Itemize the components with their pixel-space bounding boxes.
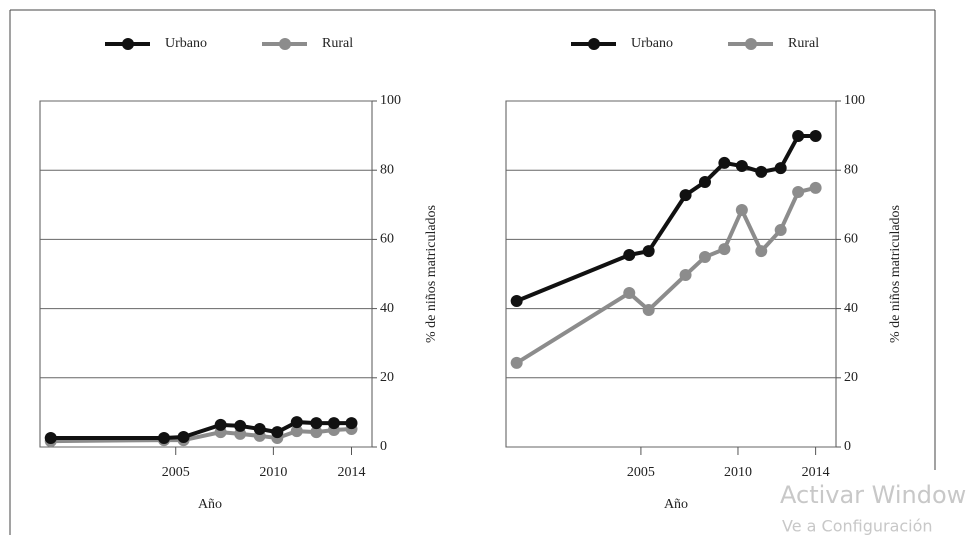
- y-tick-label: 0: [844, 439, 851, 454]
- x-tick-label: 2010: [259, 465, 287, 480]
- plot-frame: [505, 100, 837, 448]
- series-line: [515, 133, 816, 303]
- y-tick-label: 100: [380, 93, 401, 108]
- data-point: [774, 224, 787, 237]
- y-axis-label: % de niños matriculados: [424, 205, 439, 343]
- y-tick-label: 60: [844, 232, 858, 247]
- y-tick-label: 40: [380, 301, 394, 316]
- data-point: [623, 287, 636, 300]
- data-point: [290, 425, 303, 438]
- watermark-title: Activar Windows: [780, 481, 967, 509]
- legend-label: Rural: [322, 36, 353, 51]
- data-point: [698, 251, 711, 264]
- series-line: [515, 185, 817, 365]
- y-tick-label: 40: [844, 301, 858, 316]
- data-point: [510, 356, 523, 369]
- data-point: [809, 129, 822, 142]
- y-tick-label: 100: [844, 93, 865, 108]
- data-point: [735, 160, 748, 173]
- y-tick-label: 60: [380, 232, 394, 247]
- legend-label: Urbano: [631, 36, 673, 51]
- plot-frame: [39, 100, 373, 448]
- data-point: [755, 165, 768, 178]
- x-tick-label: 2005: [162, 465, 190, 480]
- data-point: [718, 243, 731, 256]
- data-point: [214, 418, 227, 431]
- data-point: [310, 426, 323, 439]
- data-point: [642, 303, 655, 316]
- data-point: [774, 162, 787, 175]
- data-point: [271, 426, 284, 439]
- x-tick-label: 2005: [627, 465, 655, 480]
- data-point: [345, 417, 358, 430]
- x-tick-label: 2010: [724, 465, 752, 480]
- x-axis-label: Año: [664, 497, 688, 512]
- x-tick-label: 2014: [802, 465, 830, 480]
- data-point: [642, 245, 655, 258]
- data-point: [177, 430, 190, 443]
- y-tick-label: 0: [380, 439, 387, 454]
- data-point: [158, 432, 171, 445]
- y-tick-label: 20: [380, 370, 394, 385]
- legend-marker: [279, 38, 291, 50]
- data-point: [623, 248, 636, 261]
- x-tick-label: 2014: [337, 465, 365, 480]
- data-point: [755, 245, 768, 258]
- data-point: [792, 185, 805, 198]
- data-point: [698, 175, 711, 188]
- watermark-subtitle: Ve a Configuración: [782, 517, 933, 535]
- data-point: [679, 269, 692, 282]
- legend-marker: [588, 38, 600, 50]
- data-point: [510, 294, 523, 307]
- legend-label: Rural: [788, 36, 819, 51]
- data-point: [679, 189, 692, 202]
- data-point: [44, 432, 57, 445]
- data-point: [290, 416, 303, 429]
- legend-marker: [745, 38, 757, 50]
- y-tick-label: 20: [844, 370, 858, 385]
- legend-label: Urbano: [165, 36, 207, 51]
- legend-marker: [122, 38, 134, 50]
- data-point: [718, 156, 731, 169]
- data-point: [327, 417, 340, 430]
- x-axis-label: Año: [198, 497, 222, 512]
- data-point: [310, 417, 323, 430]
- data-point: [809, 181, 822, 194]
- data-point: [253, 423, 266, 436]
- data-point: [792, 129, 805, 142]
- y-tick-label: 80: [844, 162, 858, 177]
- data-point: [735, 203, 748, 216]
- data-point: [234, 419, 247, 432]
- y-axis-label: % de niños matriculados: [888, 205, 903, 343]
- y-tick-label: 80: [380, 162, 394, 177]
